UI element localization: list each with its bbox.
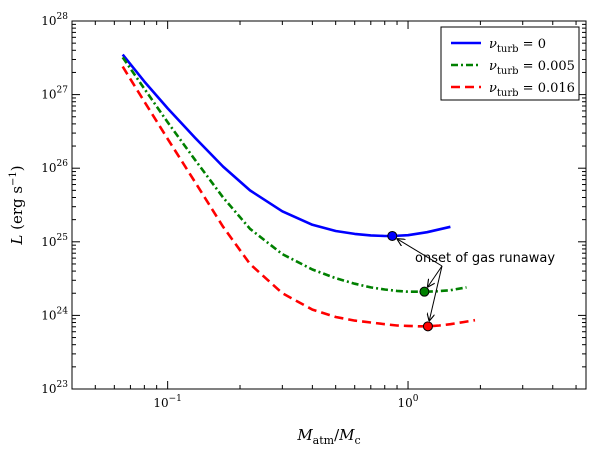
y-tick-label: 1023: [41, 380, 68, 396]
x-tick-label: 10−1: [153, 394, 182, 410]
runaway-marker: [387, 230, 398, 241]
x-tick-label: 100: [398, 394, 419, 410]
series-line: [121, 53, 451, 238]
y-tick-label: 1026: [41, 159, 68, 175]
annotation-arrow: [429, 265, 443, 321]
series-line: [121, 56, 467, 293]
y-tick-label: 1024: [41, 306, 68, 322]
series-layer: [121, 53, 476, 332]
series-line: [121, 65, 476, 328]
x-axis-label: Matm/Mc: [296, 426, 360, 447]
plot-frame: [71, 20, 587, 390]
y-tick-label: 1027: [41, 86, 68, 102]
legend: νturb = 0 νturb = 0.005 νturb = 0.016: [440, 26, 580, 101]
y-tick-label: 1025: [41, 233, 68, 249]
legend-label: νturb = 0: [489, 37, 546, 55]
runaway-marker: [419, 286, 430, 297]
y-tick-label: 1028: [41, 12, 68, 28]
axis-ticks: 10−1 100 1023 1024 1025 1026 1027 1028: [41, 12, 586, 410]
annotation-arrow: [397, 239, 443, 267]
legend-label: νturb = 0.016: [489, 81, 575, 99]
runaway-marker: [422, 321, 433, 332]
annotation: onset of gas runaway: [397, 239, 555, 320]
annotation-text: onset of gas runaway: [415, 251, 555, 266]
annotation-arrow: [428, 265, 443, 287]
y-axis-label: L (erg s−1): [8, 165, 26, 245]
legend-label: νturb = 0.005: [489, 59, 575, 77]
legend-box: [440, 26, 580, 101]
